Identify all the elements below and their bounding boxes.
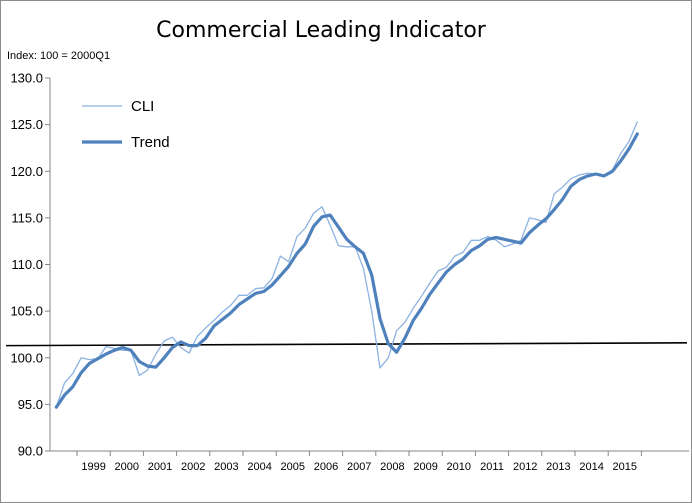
legend-label-cli: CLI <box>131 98 154 115</box>
x-tick-label: 2013 <box>546 461 570 473</box>
legend: CLI Trend <box>82 98 170 151</box>
x-tick-label: 2008 <box>380 461 404 473</box>
legend-label-trend: Trend <box>131 134 170 151</box>
y-tick-label: 120.0 <box>10 164 43 179</box>
reference-layer <box>5 342 688 347</box>
x-tick-label: 2007 <box>347 461 371 473</box>
x-tick-label: 2001 <box>148 461 172 473</box>
x-tick-label: 2009 <box>413 461 437 473</box>
x-tick-label: 2010 <box>447 461 471 473</box>
y-tick-label: 90.0 <box>18 444 43 459</box>
x-axis: 1999 2000 2001 2002 2003 2004 2005 2006 2007 2008… <box>50 450 689 473</box>
x-tick-label: 2005 <box>281 461 305 473</box>
x-tick-label: 2006 <box>314 461 338 473</box>
y-tick-label: 105.0 <box>10 304 43 319</box>
y-tick-label: 110.0 <box>11 257 43 272</box>
y-tick-label: 95.0 <box>18 397 43 412</box>
series-line-cli <box>55 121 638 408</box>
series-layer <box>54 121 639 409</box>
x-tick-label: 1999 <box>81 461 105 473</box>
x-tick-label: 2004 <box>247 461 271 473</box>
series-line-trend <box>54 132 639 409</box>
x-tick-label: 2000 <box>115 461 139 473</box>
x-tick-label: 2002 <box>181 461 205 473</box>
x-tick-label: 2003 <box>214 461 238 473</box>
chart-title: Commercial Leading Indicator <box>156 18 487 43</box>
x-tick-label: 2012 <box>513 461 537 473</box>
y-tick-label: 125.0 <box>10 117 43 132</box>
chart-subtitle: Index: 100 = 2000Q1 <box>7 50 110 62</box>
x-tick-label: 2011 <box>480 461 504 473</box>
x-tick-label: 2014 <box>579 461 603 473</box>
y-tick-label: 130.0 <box>10 71 43 86</box>
y-axis: 90.0 95.0 100.0 105.0 110.0 115.0 120.0 125.0 13… <box>10 71 51 459</box>
x-tick-label: 2015 <box>613 461 637 473</box>
reference-line <box>5 342 688 347</box>
y-tick-label: 115.0 <box>11 210 43 225</box>
y-tick-label: 100.0 <box>10 350 43 365</box>
